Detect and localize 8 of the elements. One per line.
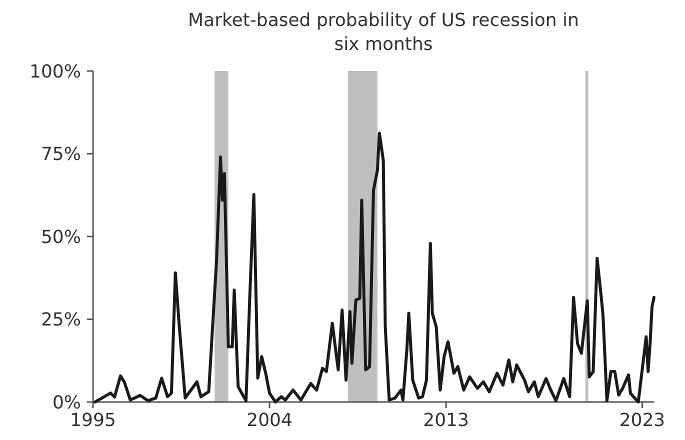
chart-title: Market-based probability of US recession in six months: [188, 10, 579, 55]
x-tick-label: 2023: [619, 410, 666, 431]
y-tick-label: 25%: [40, 310, 81, 331]
x-tick-label: 2013: [423, 410, 469, 431]
y-tick-label: 75%: [40, 144, 81, 166]
x-tick-label: 2004: [246, 410, 292, 431]
y-tick-label: 100%: [30, 61, 81, 82]
y-tick-label: 50%: [40, 226, 81, 248]
